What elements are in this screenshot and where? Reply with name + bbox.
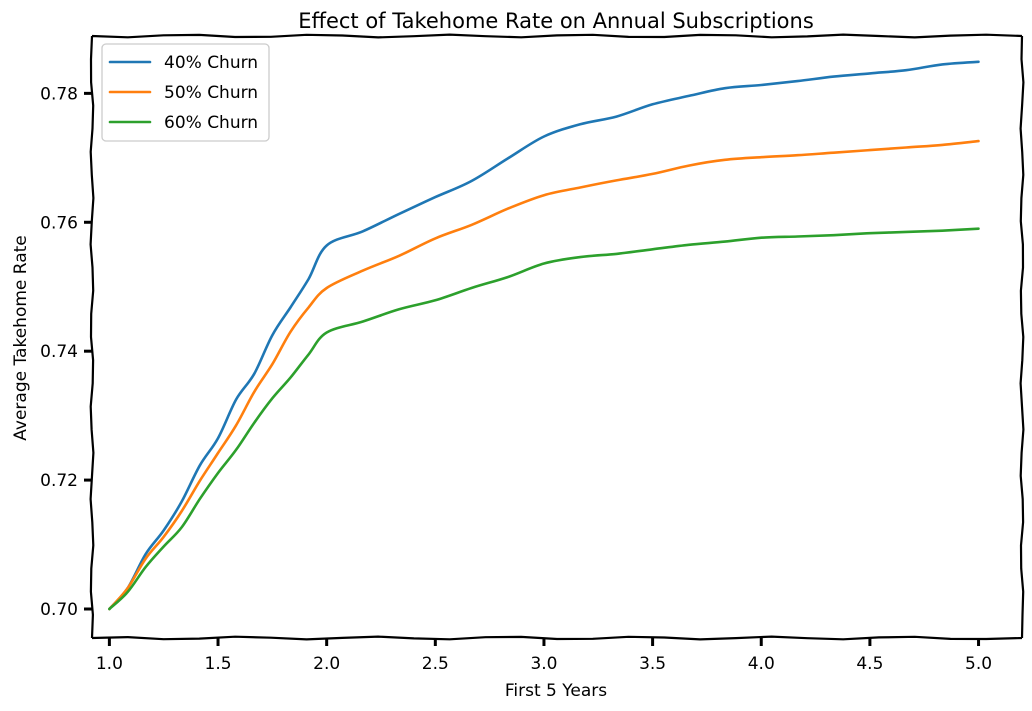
y-axis-label: Average Takehome Rate: [11, 235, 31, 440]
x-tick-label: 2.0: [313, 654, 340, 674]
series-line-2: [108, 139, 980, 611]
x-tick-label: 4.5: [856, 654, 883, 674]
x-axis-label: First 5 Years: [505, 681, 607, 701]
y-tick-label: 0.74: [40, 342, 78, 362]
legend-label: 60% Churn: [164, 113, 258, 133]
x-axis: 1.0 1.5 2.0 2.5 3.0 3.5 4.0 4.5 5.0: [96, 638, 992, 674]
y-tick-label: 0.76: [40, 213, 78, 233]
plot-frame: [89, 33, 1025, 641]
y-tick-label: 0.70: [40, 600, 78, 620]
legend-label: 50% Churn: [164, 83, 258, 103]
series-line-1: [108, 60, 980, 611]
y-axis: 0.70 0.72 0.74 0.76 0.78: [40, 84, 92, 620]
x-tick-label: 1.0: [96, 654, 123, 674]
x-tick-label: 2.5: [422, 654, 449, 674]
series-line-3: [108, 227, 980, 611]
chart-title: Effect of Takehome Rate on Annual Subscr…: [298, 9, 814, 33]
legend: 40% Churn 50% Churn 60% Churn: [101, 43, 270, 142]
legend-label: 40% Churn: [164, 53, 258, 73]
x-tick-label: 3.0: [530, 654, 557, 674]
y-tick-label: 0.78: [40, 84, 78, 104]
x-tick-label: 5.0: [965, 654, 992, 674]
x-tick-label: 3.5: [639, 654, 666, 674]
series-layer: [108, 60, 980, 611]
y-tick-label: 0.72: [40, 471, 78, 491]
legend-box: [101, 43, 270, 142]
x-tick-label: 4.0: [748, 654, 775, 674]
x-tick-label: 1.5: [205, 654, 232, 674]
